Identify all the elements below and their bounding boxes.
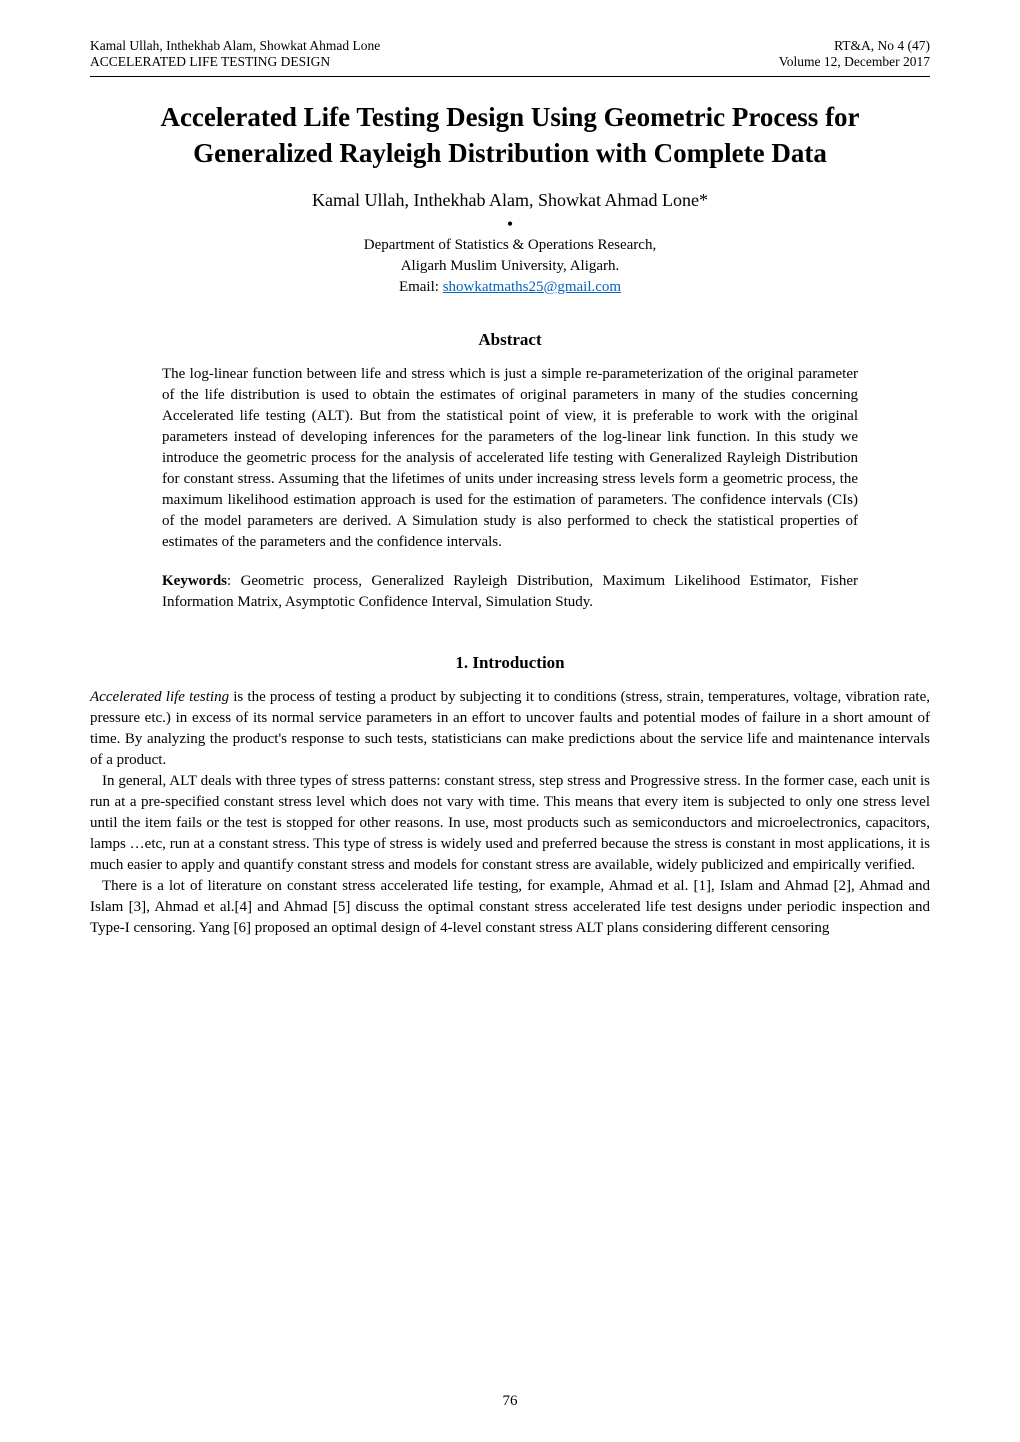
- header-journal-issue: RT&A, No 4 (47): [779, 38, 930, 54]
- email-label: Email:: [399, 279, 443, 295]
- intro-paragraph-1: Accelerated life testing is the process …: [90, 687, 930, 771]
- abstract-text: The log-linear function between life and…: [90, 364, 930, 553]
- article-title: Accelerated Life Testing Design Using Ge…: [90, 99, 930, 172]
- intro-paragraph-3: There is a lot of literature on constant…: [90, 876, 930, 939]
- header-left: Kamal Ullah, Inthekhab Alam, Showkat Ahm…: [90, 38, 380, 70]
- intro-paragraph-2: In general, ALT deals with three types o…: [90, 771, 930, 876]
- header-volume-date: Volume 12, December 2017: [779, 54, 930, 70]
- affiliation-university: Aligarh Muslim University, Aligarh.: [90, 256, 930, 277]
- header-short-title: ACCELERATED LIFE TESTING DESIGN: [90, 54, 380, 70]
- separator-bullet: •: [90, 215, 930, 233]
- intro-para1-italic-prefix: Accelerated life testing: [90, 689, 229, 705]
- author-email-link[interactable]: showkatmaths25@gmail.com: [443, 279, 621, 295]
- email-line: Email: showkatmaths25@gmail.com: [90, 277, 930, 298]
- affiliation-department: Department of Statistics & Operations Re…: [90, 235, 930, 256]
- header-right: RT&A, No 4 (47) Volume 12, December 2017: [779, 38, 930, 70]
- keywords-block: Keywords: Geometric process, Generalized…: [90, 571, 930, 613]
- author-names: Kamal Ullah, Inthekhab Alam, Showkat Ahm…: [90, 190, 930, 211]
- introduction-heading: 1. Introduction: [90, 653, 930, 673]
- page-number: 76: [503, 1393, 518, 1409]
- keywords-text: : Geometric process, Generalized Rayleig…: [162, 573, 858, 610]
- header-authors-line: Kamal Ullah, Inthekhab Alam, Showkat Ahm…: [90, 38, 380, 54]
- running-header: Kamal Ullah, Inthekhab Alam, Showkat Ahm…: [0, 0, 1020, 74]
- page-content: Accelerated Life Testing Design Using Ge…: [0, 77, 1020, 939]
- page-footer: 76: [0, 1393, 1020, 1410]
- abstract-heading: Abstract: [90, 330, 930, 350]
- affiliation-block: Department of Statistics & Operations Re…: [90, 235, 930, 298]
- keywords-label: Keywords: [162, 573, 227, 589]
